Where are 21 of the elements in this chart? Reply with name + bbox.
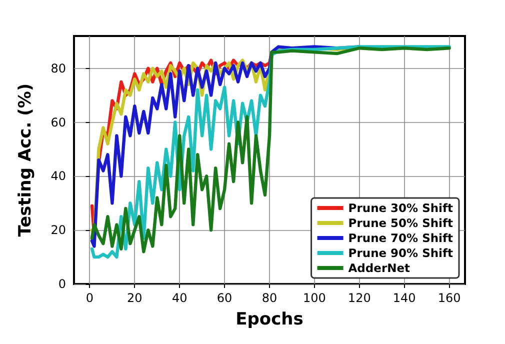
y-tick-label: 60 — [50, 115, 66, 130]
x-tick-label: 20 — [127, 291, 142, 305]
legend-label: Prune 50% Shift — [348, 216, 454, 230]
x-tick-label: 60 — [216, 291, 232, 305]
x-tick-label: 80 — [262, 291, 278, 305]
y-tick-label: 0 — [58, 277, 66, 291]
x-tick-label: 140 — [392, 291, 416, 305]
y-tick-label: 20 — [50, 223, 66, 238]
y-axis-title: Testing Acc. (%) — [16, 83, 36, 237]
legend-label: AdderNet — [348, 261, 411, 275]
legend-label: Prune 30% Shift — [348, 201, 454, 215]
x-axis-title: Epochs — [236, 310, 304, 330]
x-tick-label: 0 — [86, 291, 94, 305]
x-tick-label: 40 — [172, 291, 188, 305]
legend-label: Prune 90% Shift — [348, 246, 454, 260]
x-tick-label: 100 — [302, 291, 326, 305]
x-tick-label: 120 — [348, 291, 371, 305]
x-tick-label: 160 — [438, 291, 461, 305]
y-tick-label: 80 — [50, 61, 66, 76]
y-tick-label: 40 — [50, 169, 66, 184]
legend-label: Prune 70% Shift — [348, 231, 454, 245]
